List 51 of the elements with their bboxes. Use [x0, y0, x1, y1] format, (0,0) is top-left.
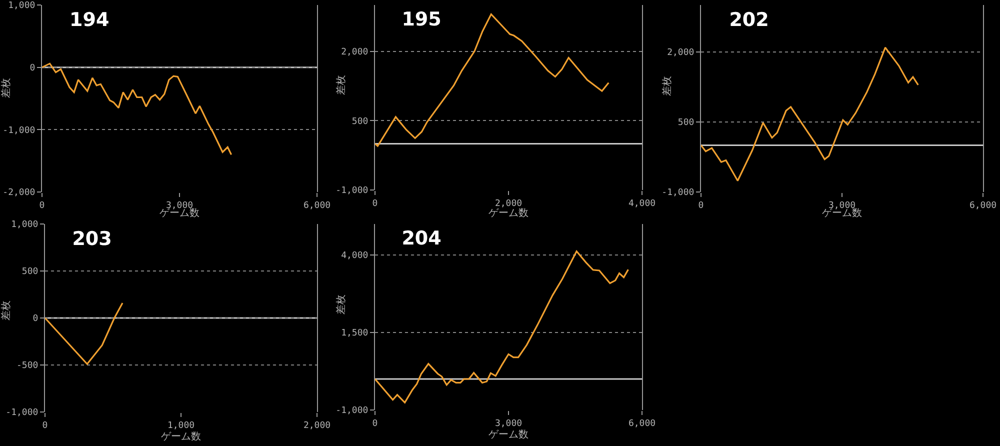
- x-tick-label: 3,000: [494, 418, 522, 429]
- line-series: [375, 250, 630, 404]
- x-axis-title: ゲーム数: [822, 208, 862, 219]
- x-tick-label: 0: [372, 418, 378, 429]
- x-tick-label: 0: [698, 200, 704, 211]
- x-axis-title: ゲーム数: [488, 208, 528, 219]
- y-tick-label: 1,000: [8, 1, 36, 12]
- y-tick-label: 0: [32, 314, 38, 324]
- x-axis-title: ゲーム数: [160, 208, 200, 219]
- y-tick-label: 2,000: [341, 47, 368, 58]
- y-tick-label: -2,000: [2, 188, 36, 198]
- line-series: [375, 13, 610, 147]
- y-tick-label: 0: [30, 63, 36, 74]
- y-tick-label: -1,000: [662, 188, 694, 198]
- chart-title: 203: [72, 228, 112, 250]
- y-tick-label: 1,000: [11, 220, 38, 230]
- y-tick-label: -1,000: [2, 126, 36, 136]
- y-tick-label: -1,000: [336, 406, 368, 416]
- x-tick-label: 2,000: [494, 198, 522, 209]
- chart-title: 204: [402, 228, 442, 250]
- x-tick-label: 1,000: [167, 420, 195, 431]
- line-series: [42, 62, 232, 156]
- x-tick-label: 6,000: [303, 200, 331, 211]
- y-tick-label: -1,000: [6, 408, 38, 418]
- x-axis-title: ゲーム数: [161, 431, 201, 442]
- y-tick-label: 2,000: [667, 48, 694, 58]
- y-tick-label: -1,000: [336, 186, 368, 196]
- x-tick-label: 4,000: [628, 198, 656, 209]
- line-series: [45, 302, 124, 365]
- x-tick-label: 2,000: [303, 420, 331, 431]
- y-tick-label: 1,500: [341, 328, 368, 339]
- y-axis-title: 差枚: [335, 294, 347, 315]
- y-tick-label: 500: [22, 267, 38, 278]
- chart-title: 195: [402, 8, 442, 31]
- y-axis-title: 差枚: [335, 75, 347, 96]
- line-series: [701, 46, 919, 182]
- y-tick-label: 500: [678, 118, 694, 128]
- y-tick-label: 4,000: [341, 251, 368, 262]
- x-tick-label: 0: [372, 198, 378, 209]
- chart-title: 202: [729, 8, 769, 31]
- y-tick-label: -500: [16, 361, 38, 372]
- x-tick-label: 0: [39, 200, 45, 211]
- y-axis-title: 差枚: [0, 300, 12, 321]
- y-axis-title: 差枚: [661, 76, 673, 96]
- chart-title: 194: [70, 8, 110, 31]
- x-axis-title: ゲーム数: [488, 429, 528, 440]
- x-tick-label: 6,000: [628, 418, 656, 429]
- x-tick-label: 0: [42, 420, 48, 431]
- y-tick-label: 500: [352, 116, 368, 127]
- x-tick-label: 6,000: [969, 200, 997, 211]
- y-axis-title: 差枚: [0, 78, 12, 98]
